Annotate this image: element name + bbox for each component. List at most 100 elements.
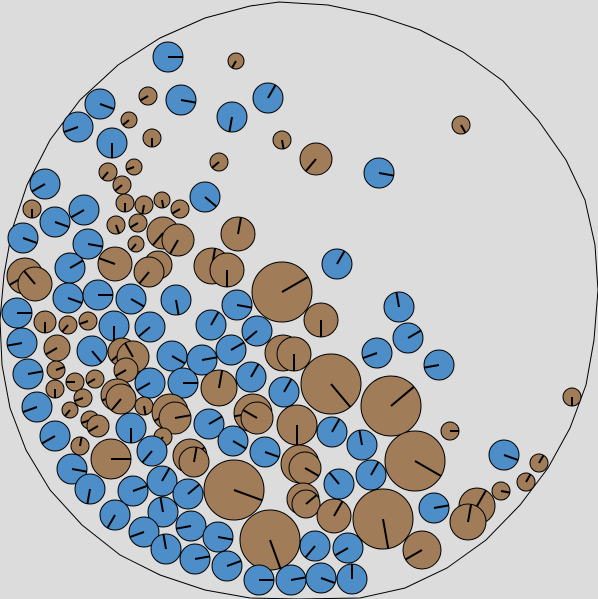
blue-ball[interactable] (321, 248, 353, 280)
blue-ball[interactable] (195, 309, 227, 341)
blue-ball[interactable] (68, 194, 100, 226)
brown-ball[interactable] (22, 199, 42, 219)
brown-ball[interactable] (33, 310, 57, 334)
brown-ball[interactable] (239, 509, 301, 571)
brown-ball[interactable] (17, 266, 53, 302)
blue-ball[interactable] (211, 550, 243, 582)
blue-ball[interactable] (7, 222, 39, 254)
blue-ball[interactable] (392, 322, 424, 354)
brown-ball[interactable] (491, 481, 511, 501)
blue-ball[interactable] (241, 315, 273, 347)
brown-ball[interactable] (128, 213, 148, 233)
blue-ball[interactable] (323, 468, 355, 500)
blue-ball[interactable] (160, 284, 192, 316)
blue-ball[interactable] (193, 408, 225, 440)
blue-ball[interactable] (136, 435, 168, 467)
blue-ball[interactable] (215, 334, 247, 366)
blue-ball[interactable] (243, 564, 275, 596)
blue-ball[interactable] (221, 289, 253, 321)
blue-ball[interactable] (74, 473, 106, 505)
brown-ball[interactable] (65, 372, 85, 392)
blue-ball[interactable] (62, 111, 94, 143)
brown-ball[interactable] (299, 142, 333, 176)
blue-ball[interactable] (115, 283, 147, 315)
blue-ball[interactable] (175, 510, 207, 542)
brown-ball[interactable] (125, 158, 143, 176)
brown-ball[interactable] (105, 383, 137, 415)
blue-ball[interactable] (186, 344, 218, 376)
brown-ball[interactable] (209, 252, 245, 288)
brown-ball[interactable] (300, 353, 362, 415)
brown-ball[interactable] (115, 193, 135, 213)
brown-ball[interactable] (251, 261, 313, 323)
brown-ball[interactable] (113, 357, 139, 383)
brown-ball[interactable] (360, 375, 422, 437)
blue-ball[interactable] (216, 101, 248, 133)
blue-ball[interactable] (146, 465, 178, 497)
blue-ball[interactable] (6, 327, 38, 359)
blue-ball[interactable] (52, 282, 84, 314)
brown-ball[interactable] (45, 379, 65, 399)
blue-ball[interactable] (249, 436, 281, 468)
blue-ball[interactable] (147, 496, 179, 528)
brown-ball[interactable] (529, 453, 549, 473)
brown-ball[interactable] (61, 401, 79, 419)
brown-ball[interactable] (227, 52, 245, 70)
brown-ball[interactable] (158, 401, 192, 435)
brown-ball[interactable] (272, 130, 292, 150)
blue-ball[interactable] (21, 391, 53, 423)
blue-ball[interactable] (488, 439, 520, 471)
brown-ball[interactable] (134, 396, 154, 416)
blue-ball[interactable] (418, 492, 450, 524)
blue-ball[interactable] (99, 499, 131, 531)
brown-ball[interactable] (402, 530, 442, 570)
brown-ball[interactable] (127, 235, 145, 253)
brown-ball[interactable] (352, 488, 414, 550)
brown-ball[interactable] (516, 472, 536, 492)
brown-ball[interactable] (240, 401, 274, 435)
blue-ball[interactable] (128, 516, 160, 548)
brown-ball[interactable] (70, 436, 90, 456)
blue-ball[interactable] (363, 157, 395, 189)
blue-ball[interactable] (361, 337, 393, 369)
blue-ball[interactable] (252, 82, 284, 114)
blue-ball[interactable] (305, 562, 337, 594)
blue-ball[interactable] (316, 416, 348, 448)
brown-ball[interactable] (138, 86, 158, 106)
blue-ball[interactable] (383, 291, 415, 323)
blue-ball[interactable] (12, 358, 44, 390)
blue-ball[interactable] (56, 453, 88, 485)
brown-ball[interactable] (106, 215, 126, 235)
blue-ball[interactable] (275, 564, 307, 596)
blue-ball[interactable] (39, 420, 71, 452)
blue-ball[interactable] (299, 530, 331, 562)
brown-ball[interactable] (203, 459, 265, 521)
blue-ball[interactable] (84, 88, 116, 120)
brown-ball[interactable] (86, 414, 110, 438)
blue-ball[interactable] (115, 412, 147, 444)
brown-ball[interactable] (78, 311, 98, 331)
brown-ball[interactable] (384, 430, 446, 492)
brown-ball[interactable] (46, 360, 66, 380)
blue-ball[interactable] (150, 533, 182, 565)
blue-ball[interactable] (1, 297, 33, 329)
brown-ball[interactable] (209, 152, 229, 172)
blue-ball[interactable] (156, 340, 188, 372)
blue-ball[interactable] (82, 279, 114, 311)
blue-ball[interactable] (346, 429, 378, 461)
blue-ball[interactable] (76, 335, 108, 367)
blue-ball[interactable] (355, 459, 387, 491)
brown-ball[interactable] (134, 195, 154, 215)
brown-ball[interactable] (316, 498, 352, 534)
blue-ball[interactable] (152, 41, 184, 73)
blue-ball[interactable] (134, 367, 166, 399)
brown-ball[interactable] (85, 369, 105, 389)
brown-ball[interactable] (133, 256, 165, 288)
blue-ball[interactable] (54, 252, 86, 284)
brown-ball[interactable] (200, 369, 238, 407)
brown-ball[interactable] (90, 438, 132, 480)
brown-ball[interactable] (98, 162, 118, 182)
brown-ball[interactable] (451, 115, 471, 135)
brown-ball[interactable] (303, 302, 339, 338)
